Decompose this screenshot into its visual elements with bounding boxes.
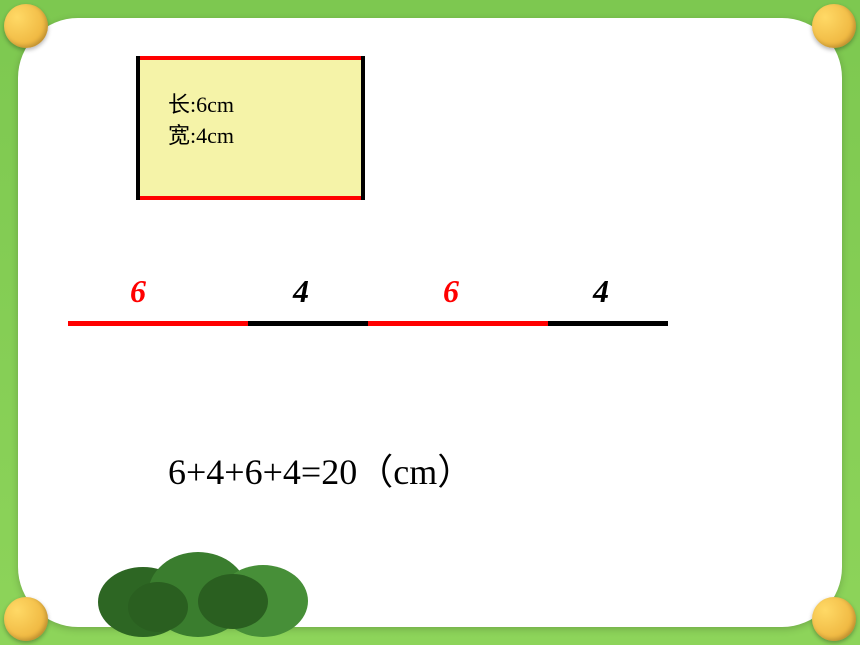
segment-label-1: 4 [293,273,309,310]
segment-label-2: 6 [443,273,459,310]
line-diagram: 6 4 6 4 [68,273,788,343]
rect-right-edge [361,56,365,200]
rect-bottom-edge [136,196,365,200]
corner-dot-bottom-left [4,597,48,641]
corner-dot-top-left [4,4,48,48]
rect-left-edge [136,56,140,200]
segment-2 [368,321,548,326]
segment-label-0: 6 [130,273,146,310]
bush-decoration [98,557,318,637]
width-label: 宽:4cm [168,121,333,152]
segment-0 [68,321,248,326]
length-label: 长:6cm [168,90,333,121]
segment-1 [248,321,368,326]
corner-dot-top-right [812,4,856,48]
rect-top-edge [136,56,365,60]
segment-label-3: 4 [593,273,609,310]
rectangle-diagram: 长:6cm 宽:4cm [138,58,363,198]
perimeter-equation: 6+4+6+4=20（cm） [168,443,473,495]
inner-panel: 长:6cm 宽:4cm 6 4 6 4 6+4+6+4=20（cm） [18,18,842,627]
rect-dimensions-text: 长:6cm 宽:4cm [138,58,363,184]
outer-frame: 长:6cm 宽:4cm 6 4 6 4 6+4+6+4=20（cm） [0,0,860,645]
segment-3 [548,321,668,326]
corner-dot-bottom-right [812,597,856,641]
